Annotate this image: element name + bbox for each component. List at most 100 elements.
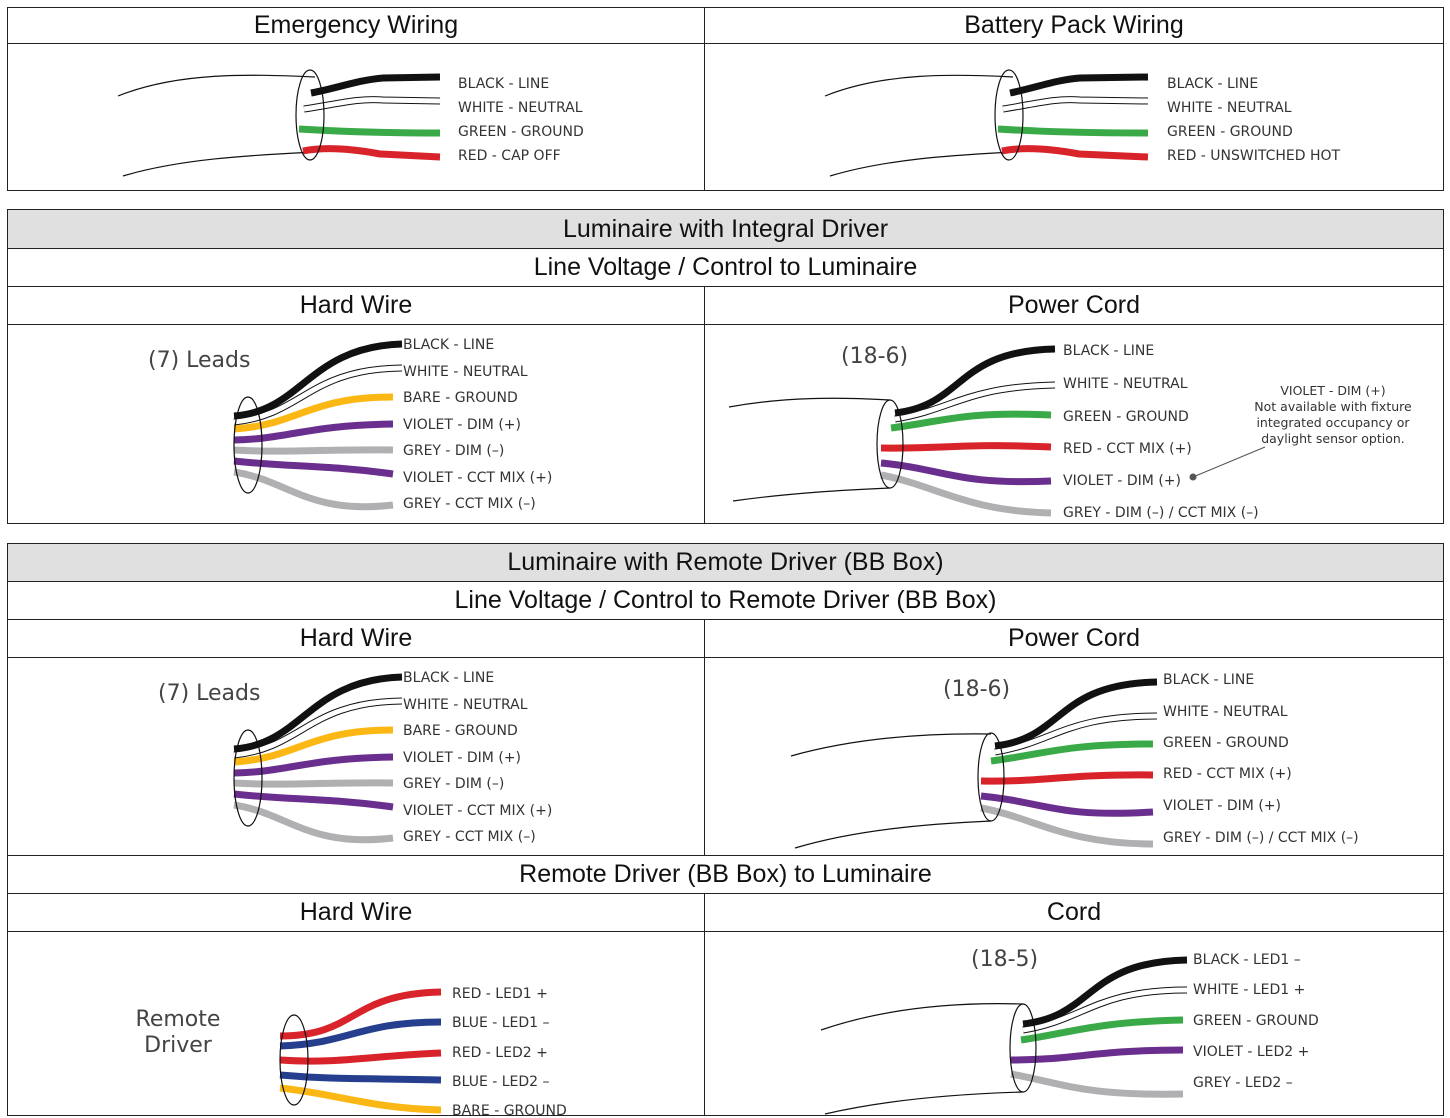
remote-driver-table: Luminaire with Remote Driver (BB Box) Li… [7, 543, 1444, 1118]
white-wire-core [994, 713, 1158, 755]
driver-hard-wire-header: Hard Wire [8, 894, 705, 931]
emergency-wiring-diagram: BLACK - LINE WHITE - NEUTRAL GREEN - GRO… [117, 69, 584, 177]
remote-driver-label-line2: Driver [144, 1033, 213, 1058]
wire-label: BLACK - LINE [1163, 672, 1254, 688]
wire-label: WHITE - NEUTRAL [458, 100, 583, 116]
remote-power-cord-title: Power Cord [1008, 624, 1140, 652]
wire-label: GREY - DIM (–) [403, 776, 504, 792]
cable-jacket-bottom [829, 151, 1014, 177]
violet-note-line: VIOLET - DIM (+) [1280, 383, 1385, 398]
emergency-wiring-title: Emergency Wiring [253, 11, 459, 39]
wire-label: BLACK - LINE [458, 76, 549, 92]
cable-end-ellipse [977, 732, 1005, 822]
black-wire [310, 73, 441, 97]
remote-hard-wire-cell: (7) Leads BLACK - LINE WHITE - NEUTRAL B… [8, 658, 705, 855]
grey-cct-wire [233, 801, 394, 844]
integral-diagram-row: (7) Leads BLACK - LINE WHITE - NEUTRAL B… [8, 325, 1443, 523]
driver-hard-wire-diagram: Remote Driver RED - LED1 + BLUE - LED1 –… [136, 986, 567, 1118]
wire-label: GREEN - GROUND [1167, 124, 1293, 140]
black-wire [894, 345, 1056, 417]
violet-note-line: integrated occupancy or [1256, 415, 1410, 430]
wire-label: VIOLET - DIM (+) [1063, 473, 1181, 489]
wire-label: VIOLET - LED2 + [1193, 1044, 1309, 1060]
violet-wire [980, 792, 1154, 817]
remote-subtitle: Line Voltage / Control to Remote Driver … [454, 586, 997, 614]
integral-subtitle-row: Line Voltage / Control to Luminaire [8, 249, 1443, 287]
emergency-wiring-header: Emergency Wiring [8, 8, 705, 43]
emergency-wiring-cell: BLACK - LINE WHITE - NEUTRAL GREEN - GRO… [8, 44, 705, 190]
wire-label: GREY - LED2 – [1193, 1075, 1293, 1091]
wire-label: BLACK - LINE [403, 337, 494, 353]
bare-wire [233, 393, 394, 433]
wire-label: WHITE - LED1 + [1193, 982, 1305, 998]
cord-spec-label: (18-5) [971, 947, 1038, 972]
blue-led1-wire [279, 1018, 442, 1050]
driver-cord-header: Cord [705, 894, 1443, 931]
white-wire-core [303, 97, 441, 112]
grey-dim-wire [233, 779, 394, 788]
remote-hard-wire-title: Hard Wire [299, 624, 413, 652]
green-wire [997, 125, 1149, 137]
cord-spec-label: (18-6) [943, 677, 1010, 702]
green-wire [890, 410, 1052, 432]
driver-to-luminaire-row: Remote Driver (BB Box) to Luminaire [8, 856, 1443, 894]
cable-end-ellipse [1009, 1003, 1037, 1093]
wire-label: VIOLET - CCT MIX (+) [403, 470, 552, 486]
red-led2-wire [279, 1049, 442, 1065]
integral-driver-title-row: Luminaire with Integral Driver [8, 210, 1443, 249]
green-wire [298, 125, 441, 137]
white-wire-core [1022, 987, 1188, 1033]
top-wiring-table: Emergency Wiring Battery Pack Wiring BLA… [7, 7, 1444, 191]
wire-label: BLUE - LED2 – [452, 1074, 550, 1090]
wire-label: GREY - CCT MIX (–) [403, 829, 536, 845]
wire-label: BLACK - LINE [1167, 76, 1258, 92]
driver-to-luminaire-title: Remote Driver (BB Box) to Luminaire [519, 860, 932, 888]
red-wire [980, 771, 1154, 785]
violet-dim-wire [233, 420, 394, 444]
white-wire-core [894, 382, 1056, 422]
integral-power-cord-diagram: (18-6) BLACK - LINE WHITE - NEUTRAL GREE… [728, 343, 1412, 521]
wire-label: BARE - GROUND [403, 390, 518, 406]
integral-hard-wire-cell: (7) Leads BLACK - LINE WHITE - NEUTRAL B… [8, 325, 705, 523]
wire-label: RED - CCT MIX (+) [1163, 766, 1292, 782]
wire-label: BLACK - LINE [1063, 343, 1154, 359]
bare-wire [233, 726, 394, 766]
white-wire-core [233, 698, 403, 758]
white-wire-core [1002, 97, 1149, 112]
cable-end-ellipse [295, 69, 325, 161]
integral-column-header-row: Hard Wire Power Cord [8, 287, 1443, 325]
red-wire [1001, 145, 1149, 161]
battery-pack-wiring-title: Battery Pack Wiring [964, 11, 1184, 39]
cable-end-ellipse [233, 396, 263, 494]
black-wire [1022, 956, 1188, 1028]
lead-count-label: (7) Leads [148, 348, 250, 373]
wire-label: WHITE - NEUTRAL [1063, 376, 1188, 392]
bare-wire [279, 1084, 442, 1114]
green-wire [990, 740, 1154, 765]
wire-label: GREY - DIM (–) / CCT MIX (–) [1163, 830, 1359, 846]
violet-cct-wire [233, 457, 394, 478]
wire-label: GREEN - GROUND [458, 124, 584, 140]
remote-driver-title: Luminaire with Remote Driver (BB Box) [507, 548, 944, 576]
integral-driver-title: Luminaire with Integral Driver [562, 214, 889, 243]
integral-driver-table: Luminaire with Integral Driver Line Volt… [7, 209, 1444, 524]
wire-label: GREY - CCT MIX (–) [403, 496, 536, 512]
driver-cord-title: Cord [1046, 898, 1102, 926]
violet-cct-wire [233, 790, 394, 811]
wire-label: GREEN - GROUND [1193, 1013, 1319, 1029]
remote-power-cord-cell: (18-6) BLACK - LINE WHITE - NEUTRAL GREE… [705, 658, 1443, 855]
driver-hard-wire-title: Hard Wire [299, 898, 413, 926]
wire-label: WHITE - NEUTRAL [1167, 100, 1292, 116]
battery-pack-wiring-diagram: BLACK - LINE WHITE - NEUTRAL GREEN - GRO… [824, 69, 1341, 177]
wire-label: RED - CAP OFF [458, 148, 561, 164]
battery-pack-wiring-cell: BLACK - LINE WHITE - NEUTRAL GREEN - GRO… [705, 44, 1443, 190]
remote-diagram-row: (7) Leads BLACK - LINE WHITE - NEUTRAL B… [8, 658, 1443, 856]
driver-to-luminaire-diagram-row: Remote Driver RED - LED1 + BLUE - LED1 –… [8, 932, 1443, 1118]
remote-driver-title-row: Luminaire with Remote Driver (BB Box) [8, 544, 1443, 582]
cable-jacket-top [820, 1003, 1024, 1031]
grey-dim-wire [233, 446, 394, 455]
cable-end-ellipse [233, 729, 263, 827]
black-wire [233, 340, 403, 420]
wire-label: GREY - DIM (–) [403, 443, 504, 459]
integral-power-cord-header: Power Cord [705, 287, 1443, 324]
